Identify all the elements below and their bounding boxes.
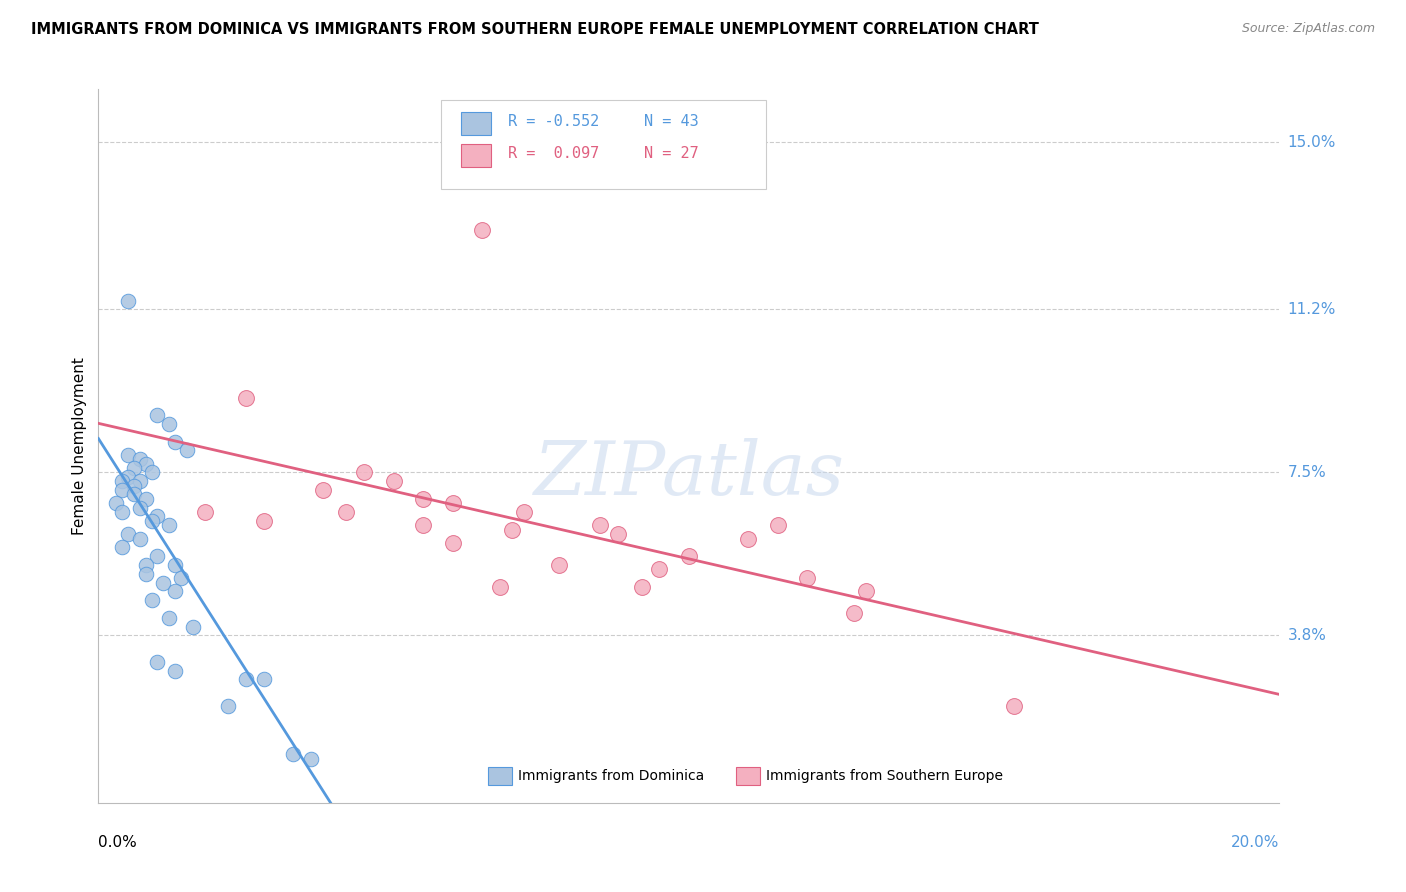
Point — [165, 664, 187, 678]
Point — [353, 466, 375, 480]
Point — [146, 655, 169, 669]
Point — [441, 536, 464, 550]
Point — [117, 293, 139, 308]
Text: R =  0.097: R = 0.097 — [508, 146, 599, 161]
Point — [176, 443, 198, 458]
Point — [122, 478, 145, 492]
Point — [111, 541, 134, 555]
Text: 20.0%: 20.0% — [1232, 835, 1279, 850]
Point — [471, 223, 494, 237]
Point — [217, 698, 239, 713]
Point — [607, 527, 630, 541]
Point — [589, 518, 612, 533]
Point — [253, 673, 276, 687]
Point — [111, 483, 134, 497]
Point — [146, 509, 169, 524]
Point — [235, 391, 257, 405]
Point — [128, 500, 150, 515]
Point — [312, 483, 335, 497]
Point — [141, 593, 163, 607]
Point — [412, 518, 434, 533]
Text: R = -0.552: R = -0.552 — [508, 114, 599, 128]
Point — [283, 747, 305, 762]
Point — [253, 514, 276, 528]
Point — [678, 549, 700, 563]
Text: N = 27: N = 27 — [644, 146, 699, 161]
Point — [548, 558, 571, 572]
FancyBboxPatch shape — [737, 767, 759, 785]
Point — [165, 558, 187, 572]
Point — [382, 475, 405, 489]
Point — [152, 575, 174, 590]
Point — [501, 523, 523, 537]
Text: Immigrants from Dominica: Immigrants from Dominica — [517, 770, 704, 783]
Text: IMMIGRANTS FROM DOMINICA VS IMMIGRANTS FROM SOUTHERN EUROPE FEMALE UNEMPLOYMENT : IMMIGRANTS FROM DOMINICA VS IMMIGRANTS F… — [31, 22, 1039, 37]
Point — [335, 505, 357, 519]
Point — [122, 487, 145, 501]
Point — [157, 611, 180, 625]
Point — [135, 566, 157, 581]
Point — [117, 470, 139, 484]
Point — [1002, 698, 1025, 713]
Point — [135, 457, 157, 471]
Point — [111, 505, 134, 519]
Point — [135, 491, 157, 506]
Point — [122, 461, 145, 475]
Y-axis label: Female Unemployment: Female Unemployment — [72, 357, 87, 535]
Point — [737, 532, 759, 546]
Point — [855, 584, 877, 599]
FancyBboxPatch shape — [488, 767, 512, 785]
FancyBboxPatch shape — [441, 100, 766, 189]
Text: 3.8%: 3.8% — [1288, 628, 1327, 643]
Point — [844, 607, 866, 621]
Point — [194, 505, 217, 519]
Point — [128, 475, 150, 489]
Point — [105, 496, 128, 510]
Point — [512, 505, 534, 519]
Text: 0.0%: 0.0% — [98, 835, 138, 850]
Text: Source: ZipAtlas.com: Source: ZipAtlas.com — [1241, 22, 1375, 36]
FancyBboxPatch shape — [461, 112, 491, 135]
Point — [441, 496, 464, 510]
Point — [235, 673, 257, 687]
Point — [489, 580, 512, 594]
Point — [766, 518, 789, 533]
Point — [117, 448, 139, 462]
Point — [157, 518, 180, 533]
Point — [128, 452, 150, 467]
Point — [170, 571, 193, 585]
Point — [412, 491, 434, 506]
Point — [630, 580, 652, 594]
Text: ZIPatlas: ZIPatlas — [533, 438, 845, 511]
Point — [111, 475, 134, 489]
Point — [135, 558, 157, 572]
Text: 11.2%: 11.2% — [1288, 302, 1336, 317]
Point — [299, 752, 322, 766]
Point — [648, 562, 671, 576]
Point — [117, 527, 139, 541]
Point — [165, 434, 187, 449]
Text: N = 43: N = 43 — [644, 114, 699, 128]
Point — [157, 417, 180, 431]
Text: 7.5%: 7.5% — [1288, 465, 1326, 480]
Text: 15.0%: 15.0% — [1288, 135, 1336, 150]
Point — [141, 514, 163, 528]
Point — [165, 584, 187, 599]
Point — [181, 619, 204, 633]
Point — [146, 408, 169, 422]
Point — [796, 571, 818, 585]
Point — [146, 549, 169, 563]
FancyBboxPatch shape — [461, 145, 491, 167]
Text: Immigrants from Southern Europe: Immigrants from Southern Europe — [766, 770, 1002, 783]
Point — [141, 466, 163, 480]
Point — [128, 532, 150, 546]
